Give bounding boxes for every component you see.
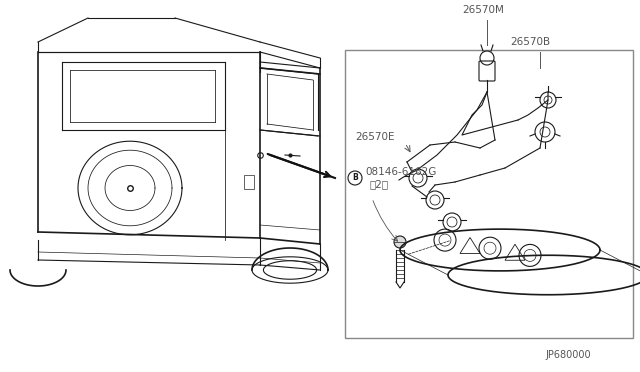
Text: B: B bbox=[352, 173, 358, 183]
Text: JP680000: JP680000 bbox=[545, 350, 591, 360]
Bar bbox=[345, 50, 633, 338]
Text: 26570M: 26570M bbox=[462, 5, 504, 15]
Bar bbox=[244, 175, 254, 189]
Circle shape bbox=[394, 236, 406, 248]
Text: 08146-6162G: 08146-6162G bbox=[365, 167, 436, 177]
Text: 26570B: 26570B bbox=[510, 37, 550, 47]
Text: （2）: （2） bbox=[370, 179, 389, 189]
Text: 26570E: 26570E bbox=[355, 132, 394, 142]
